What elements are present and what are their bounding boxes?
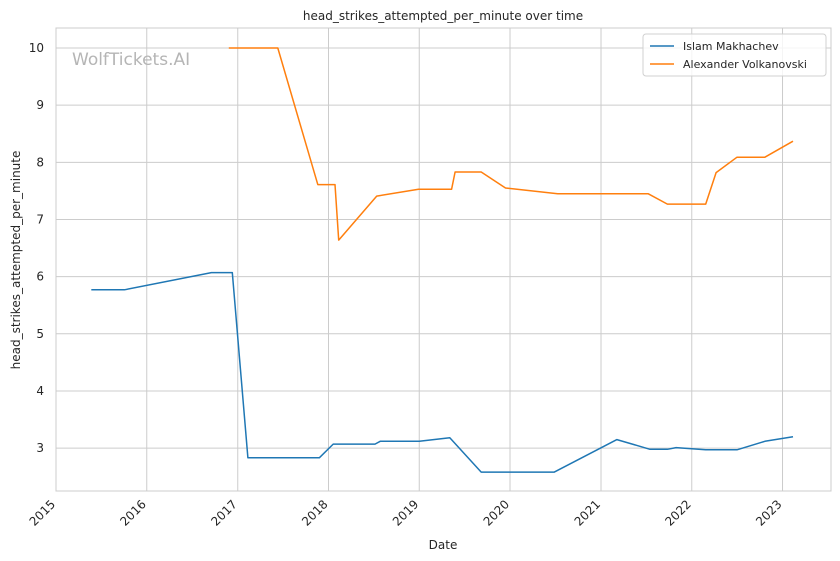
y-tick-labels: 3 4 5 6 7 8 9 10: [29, 41, 44, 455]
data-point: [479, 170, 483, 174]
y-gridlines: [56, 47, 831, 449]
y-tick-label: 10: [29, 41, 44, 55]
data-point: [373, 442, 377, 446]
data-point: [276, 46, 280, 50]
series-line-0: [91, 271, 794, 473]
legend-items: Islam Makhachev Alexander Volkanovski: [650, 40, 807, 71]
plot-area-frame: [55, 27, 832, 492]
legend: Islam Makhachev Alexander Volkanovski: [642, 33, 827, 77]
data-point: [674, 446, 678, 450]
data-point: [479, 470, 483, 474]
y-tick-label: 8: [36, 155, 44, 169]
y-tick-label: 9: [36, 98, 44, 112]
data-point: [331, 442, 335, 446]
data-point: [665, 202, 669, 206]
data-point: [209, 271, 213, 275]
data-point: [665, 447, 669, 451]
data-point: [791, 435, 795, 439]
data-point: [230, 271, 234, 275]
chart-title: head_strikes_attempted_per_minute over t…: [303, 9, 583, 23]
series-layer: [89, 46, 795, 474]
data-point: [317, 456, 321, 460]
data-point: [122, 288, 126, 292]
data-point: [333, 183, 337, 187]
data-point: [648, 447, 652, 451]
y-tick-label: 7: [36, 212, 44, 226]
data-point: [791, 139, 795, 143]
watermark-text: WolfTickets.AI: [72, 50, 190, 70]
data-point: [704, 448, 708, 452]
data-point: [337, 238, 341, 242]
data-point: [450, 187, 454, 191]
data-point: [552, 470, 556, 474]
data-point: [453, 170, 457, 174]
data-point: [615, 438, 619, 442]
data-point: [714, 171, 718, 175]
series-line-1: [228, 47, 794, 241]
data-point: [417, 439, 421, 443]
data-point: [556, 192, 560, 196]
data-point: [735, 448, 739, 452]
data-point: [704, 202, 708, 206]
data-point: [763, 155, 767, 159]
data-point: [378, 439, 382, 443]
data-point: [735, 155, 739, 159]
legend-label: Islam Makhachev: [683, 40, 779, 53]
data-point: [227, 46, 231, 50]
y-tick-label: 4: [36, 384, 44, 398]
data-point: [763, 439, 767, 443]
data-point: [246, 456, 250, 460]
y-tick-label: 5: [36, 327, 44, 341]
y-tick-label: 3: [36, 441, 44, 455]
x-axis-label: Date: [429, 538, 458, 552]
legend-label: Alexander Volkanovski: [683, 58, 807, 71]
y-tick-label: 6: [36, 270, 44, 284]
y-axis-label: head_strikes_attempted_per_minute: [9, 151, 23, 370]
data-point: [375, 194, 379, 198]
data-point: [448, 436, 452, 440]
data-point: [504, 186, 508, 190]
legend-box: [642, 33, 827, 77]
data-point: [89, 288, 93, 292]
data-point: [646, 192, 650, 196]
data-point: [417, 187, 421, 191]
data-point: [316, 183, 320, 187]
